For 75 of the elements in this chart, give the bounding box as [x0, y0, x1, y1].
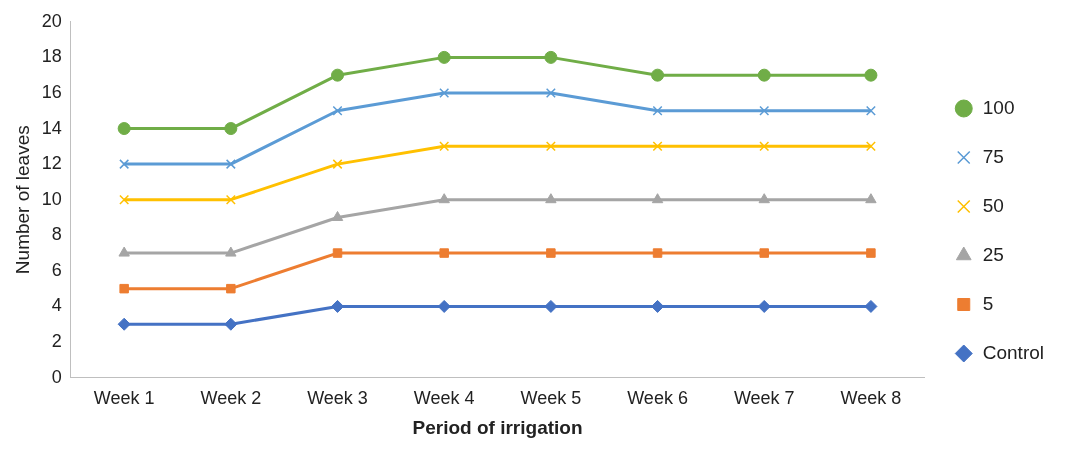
point	[544, 299, 558, 313]
y-tick-label: 14	[41, 117, 62, 138]
point	[332, 105, 343, 116]
point	[437, 50, 451, 64]
y-tick-label: 2	[51, 330, 62, 351]
point	[865, 193, 877, 204]
point	[545, 193, 557, 204]
point	[224, 317, 238, 331]
point	[438, 193, 450, 204]
point	[437, 299, 451, 313]
point	[331, 299, 345, 313]
point	[757, 68, 771, 82]
point	[226, 283, 236, 294]
y-tick-label: 6	[51, 259, 62, 280]
point	[758, 193, 770, 204]
point	[866, 248, 876, 258]
legend-label: 25	[982, 243, 1004, 265]
legend-label: Control	[982, 341, 1044, 363]
y-tick-label: 18	[41, 46, 62, 67]
point	[865, 105, 876, 116]
y-axis-title: Number of leaves	[11, 125, 33, 275]
point	[439, 248, 449, 258]
point	[331, 210, 344, 221]
point	[545, 141, 556, 152]
point	[119, 194, 130, 205]
y-tick-label: 20	[41, 10, 62, 31]
x-tick-label: Week 5	[520, 388, 582, 409]
x-tick-label: Week 2	[200, 388, 262, 409]
point	[759, 105, 770, 116]
point	[117, 122, 131, 136]
point	[652, 141, 663, 152]
point	[332, 248, 343, 258]
x-tick-label: Week 3	[307, 388, 368, 409]
x-tick-label: Week 1	[93, 388, 155, 409]
point	[546, 248, 556, 258]
point	[759, 248, 769, 258]
point	[225, 194, 236, 205]
point	[332, 159, 343, 170]
x-tick-label: Week 4	[413, 388, 475, 409]
x-tick-label: Week 7	[733, 388, 795, 409]
y-tick-label: 8	[51, 224, 62, 245]
point	[439, 87, 450, 98]
point	[757, 299, 771, 313]
y-tick-label: 0	[51, 366, 62, 387]
point	[224, 122, 238, 136]
legend-label: 5	[982, 292, 994, 314]
x-axis-title: Period of irrigation	[412, 416, 583, 438]
point	[865, 141, 876, 152]
point	[225, 159, 236, 170]
point	[119, 283, 129, 294]
point	[545, 87, 556, 98]
point	[652, 248, 663, 258]
legend-label: 50	[982, 194, 1004, 216]
y-tick-label: 10	[41, 188, 62, 209]
point	[225, 246, 237, 257]
legend-label: 75	[982, 145, 1004, 167]
y-tick-label: 16	[41, 81, 62, 102]
point	[864, 299, 878, 313]
y-tick-label: 4	[51, 295, 62, 316]
x-tick-label: Week 8	[840, 388, 902, 409]
point	[652, 105, 663, 116]
y-tick-label: 12	[41, 153, 62, 174]
point	[119, 159, 130, 170]
point	[651, 299, 665, 313]
point	[864, 68, 878, 82]
point	[331, 68, 345, 82]
point	[651, 68, 665, 82]
point	[651, 193, 664, 204]
point	[439, 141, 450, 152]
point	[759, 141, 770, 152]
x-tick-label: Week 6	[627, 388, 688, 409]
point	[117, 317, 131, 331]
legend-label: 100	[982, 96, 1015, 118]
point	[544, 50, 558, 64]
point	[118, 246, 130, 257]
